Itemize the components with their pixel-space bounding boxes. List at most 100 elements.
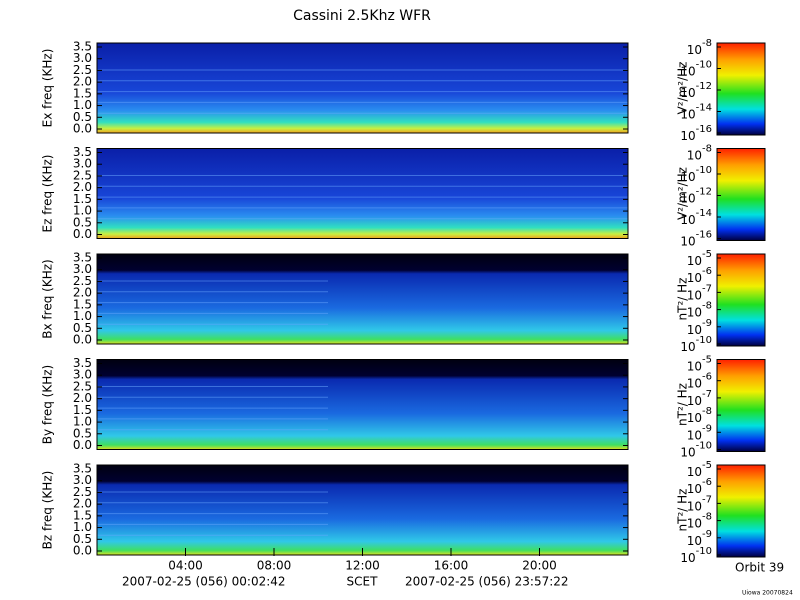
colorbar-unit: V²/m²/Hz (676, 167, 690, 220)
y-tick-label: 0.5 (73, 215, 92, 229)
spectrogram (97, 359, 628, 450)
y-tick-label: 2.0 (73, 286, 92, 300)
tick-base: 10 (680, 107, 695, 121)
spectrogram (97, 254, 628, 344)
start-time: 2007-02-25 (056) 00:02:42 (122, 575, 286, 589)
y-tick-label: 2.0 (73, 497, 92, 511)
spectrogram (97, 43, 628, 133)
orbit: Orbit 39 (735, 561, 784, 575)
colorbar-tick-label: 10-14 (680, 208, 712, 227)
y-tick-label: 1.5 (73, 192, 92, 206)
tick-base: 10 (680, 551, 695, 565)
x-axis: 04:00 08:00 12:00 16:00 20:00 (168, 548, 557, 573)
y-tick-label: 1.5 (73, 403, 92, 417)
y-tick-label: 3.0 (73, 473, 92, 487)
colorbar-tick-label: 10-9 (687, 423, 712, 442)
y-tick-label: 3.5 (73, 145, 92, 159)
y-tick-label: 2.5 (73, 63, 92, 77)
colorbar-tick-label: 10-12 (680, 81, 712, 100)
tick-exp: -16 (696, 230, 712, 241)
y-tick-label: 2.0 (73, 75, 92, 89)
panel-frame (96, 359, 629, 450)
colorbar-tick-label: 10-7 (687, 283, 712, 302)
y-tick-label: 1.0 (73, 520, 92, 534)
y-tick-label: 0.0 (73, 544, 92, 558)
colorbar-tick-label: 10-5 (687, 249, 712, 268)
colorbar-tick-label: 10-10 (680, 546, 712, 565)
title: Cassini 2.5Khz WFR (293, 8, 431, 24)
y-tick-label: 0.0 (73, 122, 92, 136)
tick-exp: -7 (702, 494, 712, 505)
tick-base: 10 (687, 376, 702, 390)
tick-exp: -10 (696, 546, 712, 557)
tick-exp: -10 (696, 60, 712, 71)
colorbar-tick-label: 10-8 (687, 38, 712, 57)
colorbar (716, 42, 766, 136)
tick-base: 10 (687, 288, 702, 302)
y-tick-label: 3.5 (73, 462, 92, 476)
colorbar-tick-label: 10-6 (687, 372, 712, 391)
y-axis-label: Ez freq (KHz) (41, 155, 55, 233)
colorbar-tick-label: 10-10 (680, 165, 712, 184)
colorbar-tick-label: 10-5 (687, 460, 712, 479)
colorbar-tick-label: 10-8 (687, 144, 712, 163)
tick-base: 10 (680, 340, 695, 354)
y-tick-label: 0.5 (73, 426, 92, 440)
y-axis-label: Bz freq (KHz) (41, 471, 55, 550)
tick-exp: -14 (696, 103, 712, 114)
tick-exp: -10 (696, 441, 712, 452)
y-tick-label: 1.5 (73, 86, 92, 100)
y-tick-label: 3.0 (73, 51, 92, 65)
tick-exp: -16 (696, 124, 712, 135)
y-tick-label: 0.5 (73, 532, 92, 546)
colorbar-tick-label: 10-5 (687, 355, 712, 374)
tick-exp: -12 (696, 81, 712, 92)
tick-base: 10 (680, 213, 695, 227)
y-tick-label: 3.0 (73, 157, 92, 171)
tick-base: 10 (687, 482, 702, 496)
tick-base: 10 (687, 359, 702, 373)
y-tick-label: 2.0 (73, 180, 92, 194)
tick-base: 10 (687, 43, 702, 57)
colorbar-tick-label: 10-6 (687, 477, 712, 496)
x-tick-label: 20:00 (522, 559, 557, 573)
tick-base: 10 (687, 411, 702, 425)
y-tick-label: 2.5 (73, 485, 92, 499)
tick-exp: -6 (702, 372, 712, 383)
x-tick-label: 12:00 (345, 559, 380, 573)
y-tick-label: 3.0 (73, 262, 92, 276)
tick-exp: -8 (702, 512, 712, 523)
tick-base: 10 (687, 271, 702, 285)
colorbar-tick-label: 10-16 (680, 124, 712, 143)
colorbar (716, 464, 766, 558)
tick-exp: -5 (702, 460, 712, 471)
colorbar-tick-label: 10-9 (687, 318, 712, 337)
tick-exp: -12 (696, 187, 712, 198)
credit: Uiowa 20070824 (742, 590, 793, 597)
tick-exp: -10 (696, 335, 712, 346)
tick-base: 10 (680, 64, 695, 78)
tick-exp: -5 (702, 249, 712, 260)
tick-exp: -7 (702, 283, 712, 294)
y-tick-label: 1.0 (73, 98, 92, 112)
tick-base: 10 (680, 445, 695, 459)
colorbar-tick-label: 10-10 (680, 441, 712, 460)
y-tick-label: 0.5 (73, 321, 92, 335)
colorbar-tick-label: 10-14 (680, 103, 712, 122)
panel-frame (96, 253, 629, 345)
tick-exp: -10 (696, 165, 712, 176)
y-tick-label: 1.0 (73, 415, 92, 429)
x-tick-label: 16:00 (434, 559, 469, 573)
colorbar-tick-label: 10-16 (680, 230, 712, 249)
colorbar-unit: nT²/ Hz (676, 278, 690, 321)
y-tick-label: 2.0 (73, 391, 92, 405)
tick-base: 10 (687, 533, 702, 547)
colorbar-tick-label: 10-12 (680, 187, 712, 206)
tick-base: 10 (687, 148, 702, 162)
panel-frame (96, 148, 629, 239)
tick-exp: -6 (702, 477, 712, 488)
y-tick-label: 1.5 (73, 297, 92, 311)
tick-exp: -8 (702, 301, 712, 312)
colorbar-tick-label: 10-7 (687, 494, 712, 513)
tick-exp: -8 (702, 406, 712, 417)
